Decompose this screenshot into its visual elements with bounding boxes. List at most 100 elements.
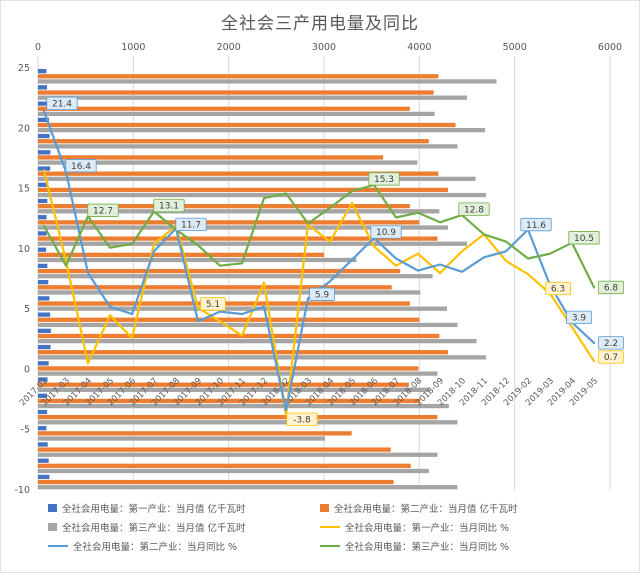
data-label-text: 6.3 [551,285,565,295]
bar-segment [38,377,48,382]
data-label-box [566,310,592,325]
bar-segment [38,127,486,133]
bar-segment [38,203,410,209]
bar-segment [38,333,440,339]
line-swatch-primary-icon [320,526,340,528]
line-swatch-tertiary-icon [320,545,340,547]
legend-label: 全社会用电量：第一产业：当月值 亿千瓦时 [62,504,246,515]
bar-segment [38,285,392,290]
legend-row: 全社会用电量：第三产业：当月值 亿千瓦时 全社会用电量：第一产业：当月同比 % [48,520,592,534]
bar-segment [38,420,458,425]
bar-segment [38,290,421,295]
bar-segment [38,215,47,220]
data-label-text: 3.9 [572,314,587,324]
bar-segment [38,155,384,160]
bar-segment [38,296,50,301]
bar-segment [38,257,357,263]
left-axis-tick-label: 10 [18,244,30,255]
bar-segment [38,361,49,366]
legend-item-secondary-value: 全社会用电量：第二产业：当月值 亿千瓦时 [320,501,592,515]
bar-segment [38,371,438,376]
legend-row: 全社会用电量：第一产业：当月值 亿千瓦时 全社会用电量：第二产业：当月值 亿千瓦… [48,501,592,515]
data-label-text: 0.7 [604,353,618,363]
bar-segment [38,382,409,387]
legend-label: 全社会用电量：第二产业：当月值 亿千瓦时 [334,504,518,515]
legend-item-primary-yoy: 全社会用电量：第一产业：当月同比 % [320,520,592,534]
bar-segment [38,274,433,279]
data-label-text: 21.4 [52,100,72,110]
legend-item-primary-value: 全社会用电量：第一产业：当月值 亿千瓦时 [48,501,320,515]
legend: 全社会用电量：第一产业：当月值 亿千瓦时 全社会用电量：第二产业：当月值 亿千瓦… [0,501,640,553]
bar-segment [38,117,49,122]
data-label-box [370,225,402,239]
data-label-box [286,412,318,426]
bar-segment [38,409,48,415]
bar-swatch-secondary-icon [320,504,329,512]
legend-label: 全社会用电量：第三产业：当月同比 % [345,542,510,553]
bar-segment [38,166,51,171]
bar-segment [38,95,467,100]
bar-segment [38,468,429,474]
data-label-box [568,231,600,245]
bar-segment [38,209,440,214]
bar-segment [38,485,458,490]
bar-segment [38,452,438,457]
chart-title: 全社会三产用电量及同比 [221,14,419,34]
bar-segment [38,144,458,149]
bar-segment [38,241,467,246]
legend-row: 全社会用电量：第二产业：当月同比 % 全社会用电量：第三产业：当月同比 % [48,539,592,553]
bar-segment [38,106,410,111]
top-axis-tick-label: 2000 [217,42,241,53]
data-label-box [46,96,78,111]
bar-segment [38,312,51,317]
bar-segment [38,133,50,139]
data-label-text: 11.6 [526,221,546,231]
bar-segment [38,111,435,117]
data-label-box [545,281,571,296]
bar-segment [38,139,429,144]
data-label-text: 2.2 [604,339,618,349]
bar-segment [38,85,48,90]
top-axis-tick-label: 0 [35,42,41,53]
top-axis-tick-label: 5000 [503,42,527,53]
bar-segment [38,366,419,371]
top-axis-tick-label: 3000 [312,42,336,53]
data-label-text: 12.8 [464,205,484,215]
combo-chart: 0 1000 2000 3000 4000 5000 6000 25 20 15 10 5 0 -5 -10… [14,42,624,496]
yoy-line [42,169,596,417]
bar-segment [38,187,448,193]
legend-label: 全社会用电量：第一产业：当月同比 % [345,523,510,534]
legend-label: 全社会用电量：第二产业：当月同比 % [73,542,238,553]
left-axis-tick-label: 15 [18,184,30,195]
data-label-text: 6.8 [604,284,619,294]
bar-segment [38,338,477,344]
data-label-text: 15.3 [374,175,394,185]
data-label-box [87,203,119,217]
bar-swatch-primary-icon [48,504,57,512]
legend-label: 全社会用电量：第三产业：当月值 亿千瓦时 [62,523,246,534]
left-axis-tick-label: -10 [14,485,30,496]
legend-item-tertiary-yoy: 全社会用电量：第三产业：当月同比 % [320,539,592,553]
data-label-text: 5.9 [315,290,330,300]
bar-segment [38,252,324,257]
bar-segment [38,171,439,176]
data-label-text: 5.1 [206,300,220,310]
data-label-text: -3.8 [293,415,311,425]
bar-segment [38,220,420,225]
bar-segment [38,463,411,468]
bar-segment [38,442,48,447]
bar-segment [38,268,401,274]
left-axis-tick-label: 0 [24,364,30,375]
bar-segment [38,414,438,420]
bar-segment [38,350,448,355]
left-axis-tick-label: 5 [24,304,30,315]
bar-segment [38,225,448,230]
bar-segment [38,150,51,155]
data-label-box [309,287,335,301]
top-axis-tick-label: 6000 [598,42,622,53]
bar-segment [38,236,438,241]
bar-segment [38,231,47,236]
left-axis-tick-label: 25 [18,63,30,74]
bar-segment [38,403,449,409]
